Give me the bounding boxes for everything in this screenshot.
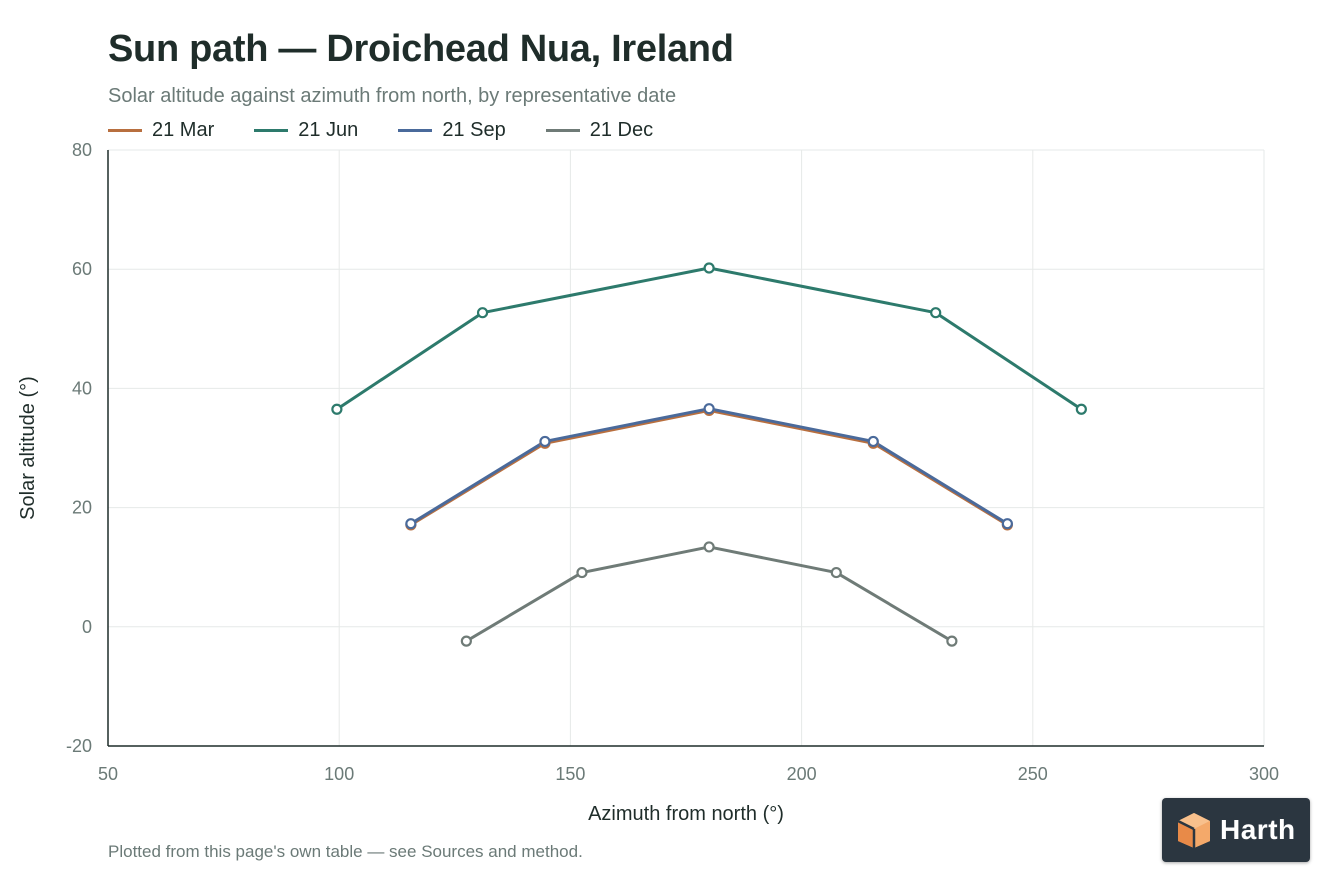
data-point bbox=[405, 518, 417, 530]
x-tick-label: 300 bbox=[1249, 764, 1279, 784]
data-point bbox=[576, 566, 588, 579]
brand-logo[interactable]: Harth bbox=[1162, 798, 1310, 862]
legend-item: 21 Mar bbox=[108, 119, 214, 142]
legend-swatch bbox=[108, 129, 142, 132]
legend-label: 21 Sep bbox=[442, 119, 506, 141]
data-point bbox=[476, 307, 489, 319]
legend-item: 21 Dec bbox=[545, 119, 654, 142]
data-point bbox=[1001, 518, 1013, 530]
data-point bbox=[703, 541, 715, 553]
legend-label: 21 Jun bbox=[298, 119, 359, 141]
legend-item: 21 Sep bbox=[398, 119, 506, 142]
data-point bbox=[460, 635, 472, 647]
data-point bbox=[930, 307, 942, 319]
chart-legend: 21 Mar 21 Jun 21 Sep 21 Dec bbox=[108, 119, 693, 142]
data-point bbox=[1075, 403, 1087, 415]
x-tick-label: 50 bbox=[98, 764, 118, 784]
data-point bbox=[867, 435, 879, 448]
legend-swatch bbox=[545, 129, 580, 132]
series-line bbox=[410, 407, 1009, 525]
y-tick-label: 20 bbox=[72, 498, 92, 518]
chart-title: Sun path — Droichead Nua, Ireland bbox=[108, 28, 734, 70]
x-tick-label: 200 bbox=[787, 764, 817, 784]
y-tick-label: 40 bbox=[72, 378, 92, 398]
legend-item: 21 Jun bbox=[254, 119, 358, 142]
y-tick-label: -20 bbox=[66, 736, 92, 756]
harth-logo-icon bbox=[1177, 813, 1210, 848]
data-point bbox=[946, 635, 958, 647]
x-tick-label: 100 bbox=[324, 764, 354, 784]
legend-label: 21 Dec bbox=[589, 119, 654, 141]
y-tick-label: 0 bbox=[82, 617, 92, 637]
y-tick-label: 60 bbox=[72, 259, 92, 279]
data-point bbox=[539, 435, 551, 448]
data-point bbox=[703, 403, 715, 415]
y-axis-label: Solar altitude (°) bbox=[17, 376, 39, 520]
legend-swatch bbox=[254, 129, 289, 132]
data-point bbox=[830, 566, 842, 579]
legend-swatch bbox=[398, 129, 433, 132]
x-axis-label: Azimuth from north (°) bbox=[588, 803, 784, 825]
x-tick-label: 150 bbox=[555, 764, 585, 784]
x-tick-label: 250 bbox=[1018, 764, 1048, 784]
data-point bbox=[703, 262, 715, 274]
footnote: Plotted from this page's own table — see… bbox=[108, 842, 583, 861]
brand-name: Harth bbox=[1220, 814, 1296, 845]
data-point bbox=[331, 403, 343, 415]
y-tick-label: 80 bbox=[72, 140, 92, 160]
legend-label: 21 Mar bbox=[152, 119, 215, 141]
chart-subtitle: Solar altitude against azimuth from nort… bbox=[108, 85, 677, 107]
